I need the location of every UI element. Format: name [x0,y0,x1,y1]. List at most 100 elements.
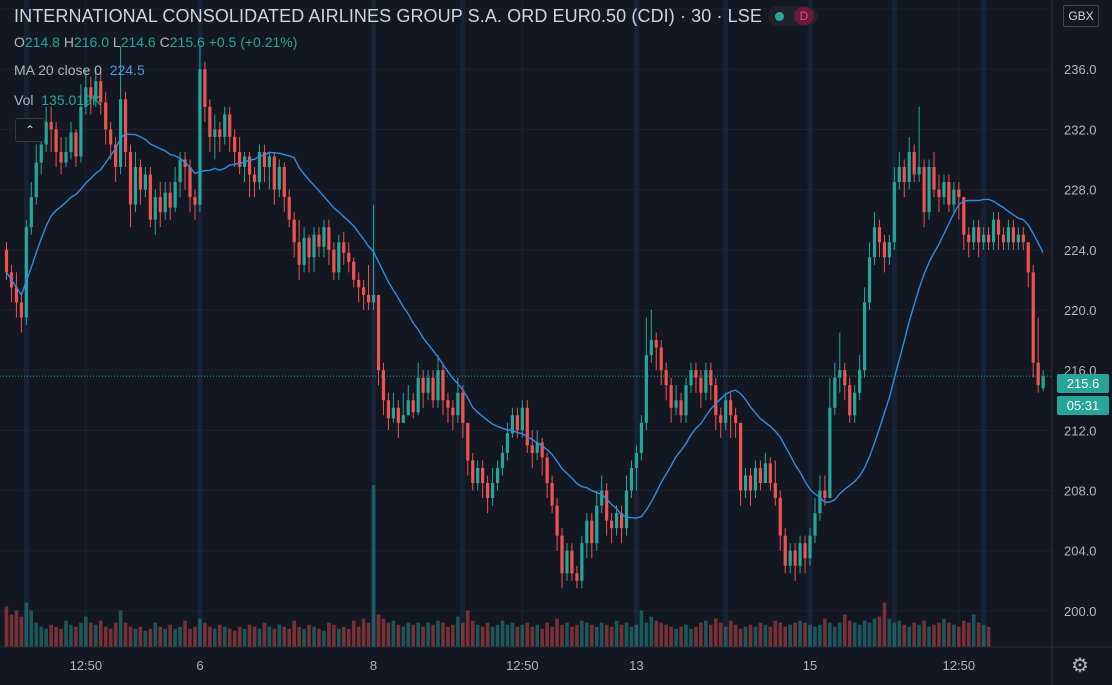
volume-bar [277,624,282,647]
volume-bar [242,628,247,647]
price-tick-label: 236.0 [1064,62,1097,77]
candle-body [332,249,336,273]
volume-bar [143,630,148,647]
ma-value: 224.5 [109,62,145,78]
volume-bar [709,624,713,647]
volume-bar [421,626,425,647]
volume-bar [589,624,594,647]
volume-bar [247,624,252,647]
candle-body [342,242,346,253]
candle-body [520,407,524,431]
candle-body [986,234,991,243]
candle-body [540,442,544,458]
session-separator [460,0,466,647]
volume-legend[interactable]: Vol 135.019K [14,92,101,108]
volume-bar [158,626,163,647]
volume-bar [133,628,138,647]
ma-legend[interactable]: MA 20 close 0 224.5 [14,62,145,78]
volume-bar [575,624,579,647]
candle-body [352,261,356,280]
candle-body [967,234,971,243]
volume-bar [441,622,445,647]
candle-body [138,167,143,190]
candle-body [768,463,772,483]
candle-body [490,482,495,499]
volume-bar [773,620,778,647]
candle-body [942,182,946,198]
volume-bar [138,626,143,647]
candle-body [763,463,767,483]
volume-bar [54,626,58,647]
volume-bar [634,624,639,647]
symbol-title[interactable]: INTERNATIONAL CONSOLIDATED AIRLINES GROU… [14,6,762,27]
volume-bar [922,620,926,647]
candle-body [610,520,614,529]
candle-body [228,114,232,137]
volume-bar [69,624,73,647]
candle-body [24,227,28,318]
currency-button[interactable]: GBX [1063,5,1099,27]
session-separator [633,0,639,647]
open-label: O [14,34,25,50]
candle-body [327,227,331,250]
candle-body [297,242,301,265]
volume-bar [857,624,862,647]
candle-body [758,467,763,483]
volume-bar [743,626,748,647]
volume-bar [128,626,133,647]
volume-bar [768,626,773,647]
candle-body [877,227,882,243]
volume-bar [877,616,882,647]
candle-body [79,106,83,157]
candle-body [664,370,668,386]
candle-body [486,482,490,499]
candle-body [783,535,787,566]
volume-bar [892,622,897,647]
candle-body [738,422,743,491]
candle-body [64,151,68,163]
candle-body [788,550,792,566]
volume-bar [629,626,634,647]
candle-body [29,197,33,228]
volume-bar [322,630,326,647]
candle-body [401,415,405,423]
ma-20-line [5,133,1044,519]
volume-bar [842,614,847,647]
volume-bar [505,624,510,647]
candle-body [867,257,872,303]
candle-body [932,167,936,190]
candle-body [148,174,152,220]
volume-bar [847,620,852,647]
volume-bar [927,626,931,647]
candle-body [233,136,237,152]
volume-bar [704,620,708,647]
volume-bar [758,622,763,647]
volume-bar [823,618,827,647]
session-separator [371,0,377,647]
volume-bar [649,616,654,647]
volume-bar [594,626,599,647]
candle-body [818,490,822,514]
candle-body [669,385,673,408]
volume-bar [793,622,797,647]
low-label: L [112,34,121,50]
candle-body [104,102,108,130]
candle-body [495,467,500,483]
candle-body [238,151,242,168]
candle-body [158,197,162,213]
candle-body [411,400,415,413]
candle-body [590,520,594,544]
time-tick-label: 8 [370,658,377,673]
candle-body [4,249,9,273]
volume-bar [113,622,118,647]
candle-body [347,252,351,262]
volume-bar [198,618,202,647]
market-status[interactable]: D [768,6,818,26]
volume-bar [818,624,822,647]
volume-bar [520,624,525,647]
collapse-legend-button[interactable]: ⌃ [15,118,45,142]
settings-button[interactable]: ⚙ [1069,655,1091,677]
volume-bar [203,622,207,647]
